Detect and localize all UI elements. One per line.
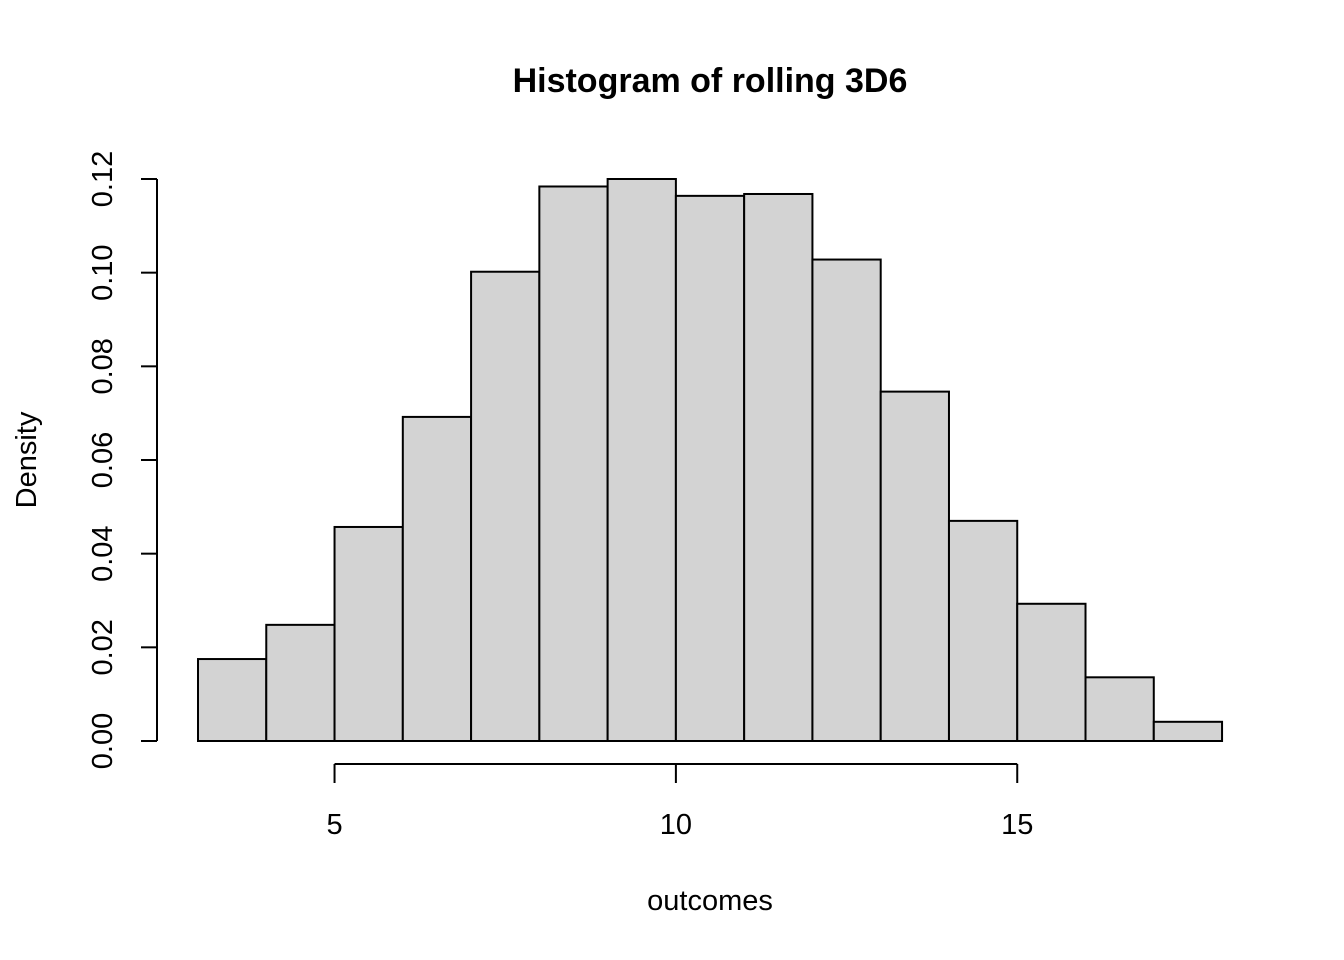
histogram-bar-12: [947, 519, 1019, 742]
histogram-bar-11: [879, 390, 950, 742]
y-tick-label: 0.12: [87, 151, 119, 207]
y-tick-label: 0.06: [87, 432, 119, 488]
x-axis: 5 10 15: [326, 763, 1033, 841]
x-tick-label: 5: [326, 809, 342, 841]
y-tick-label: 0.00: [87, 713, 119, 769]
histogram-bar-13: [1016, 602, 1087, 743]
histogram-bar-6: [538, 185, 609, 743]
histogram-bar-15: [1152, 720, 1224, 742]
bars-group: [197, 178, 1224, 743]
y-tick-label: 0.04: [87, 525, 119, 581]
y-tick-label: 0.08: [87, 338, 119, 394]
y-tick-label: 0.02: [87, 619, 119, 675]
histogram-bar-9: [743, 192, 814, 743]
histogram-bar-10: [811, 258, 882, 742]
y-axis-label: Density: [11, 411, 43, 508]
histogram-bar-14: [1084, 676, 1155, 742]
histogram-bar-8: [674, 194, 746, 743]
x-tick-label: 10: [660, 809, 692, 841]
histogram-bar-7: [606, 178, 677, 742]
x-tick-label: 15: [1001, 809, 1033, 841]
histogram-bar-2: [265, 623, 336, 742]
y-axis: 0.00 0.02 0.04 0.06 0.08 0.10 0.12: [87, 151, 158, 769]
x-axis-label: outcomes: [647, 885, 773, 917]
y-tick-label: 0.10: [87, 244, 119, 300]
histogram-bar-5: [470, 270, 541, 742]
histogram-bar-3: [333, 525, 404, 742]
histogram-bar-4: [401, 415, 473, 742]
chart-title: Histogram of rolling 3D6: [513, 62, 908, 100]
histogram-bar-1: [197, 658, 268, 742]
